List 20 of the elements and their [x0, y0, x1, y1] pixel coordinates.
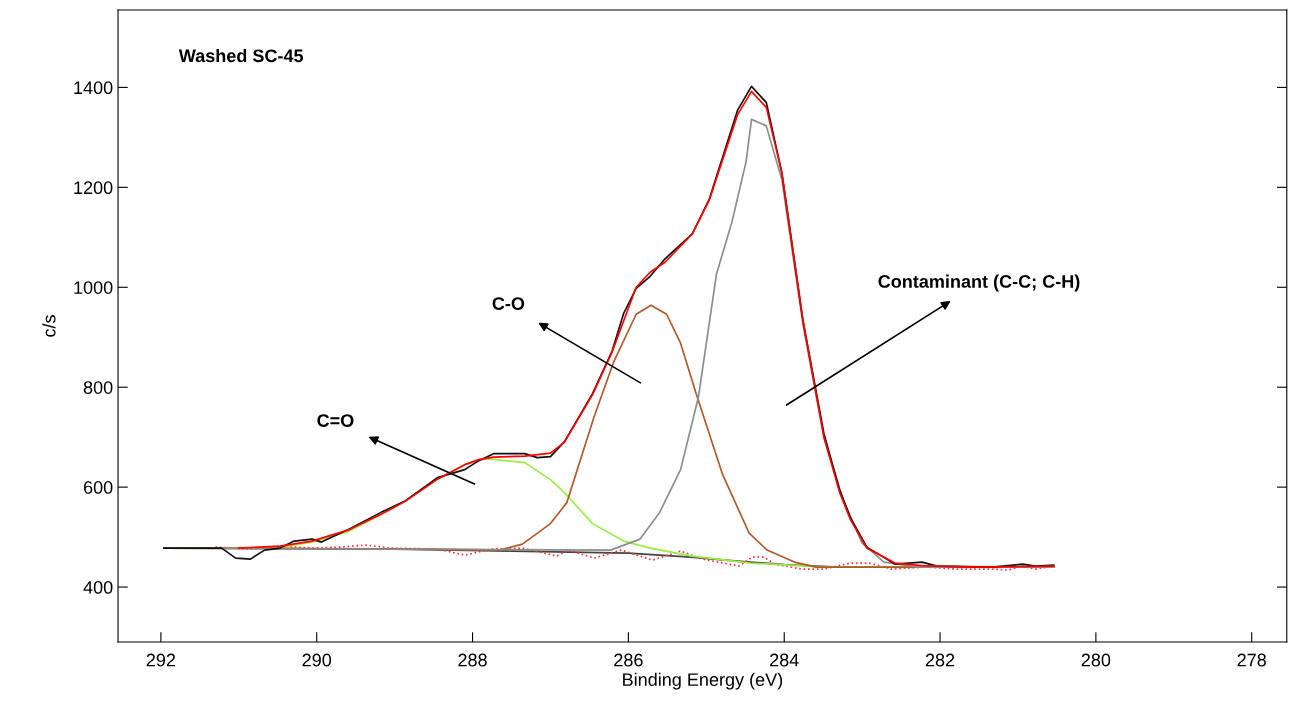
y-tick-label: 1200 [74, 181, 113, 195]
y-tick-label: 400 [83, 581, 113, 594]
annotation: Contaminant (C-C; C-H) [878, 274, 1080, 292]
text: Washed SC-45 [178, 48, 304, 63]
annotation: C-O [492, 297, 525, 310]
y-axis-title: c/s [42, 315, 56, 337]
x-tick-label: 290 [302, 653, 332, 667]
annotation: C=O [317, 414, 354, 427]
x-axis-title: Binding Energy (eV) [623, 672, 783, 690]
x-tick-label: 286 [614, 653, 643, 667]
x-tick-label: 278 [1237, 653, 1266, 667]
x-tick-label: 288 [458, 653, 487, 667]
x-tick-label: 284 [770, 653, 799, 667]
x-tick-label: 280 [1081, 653, 1111, 667]
y-tick-label: 1000 [74, 281, 113, 294]
x-tick-label: 282 [925, 653, 955, 667]
y-tick-label: 600 [83, 481, 113, 494]
y-tick-label: 800 [83, 381, 113, 394]
y-tick-label: 1400 [74, 81, 113, 95]
x-tick-label: 292 [146, 653, 176, 667]
